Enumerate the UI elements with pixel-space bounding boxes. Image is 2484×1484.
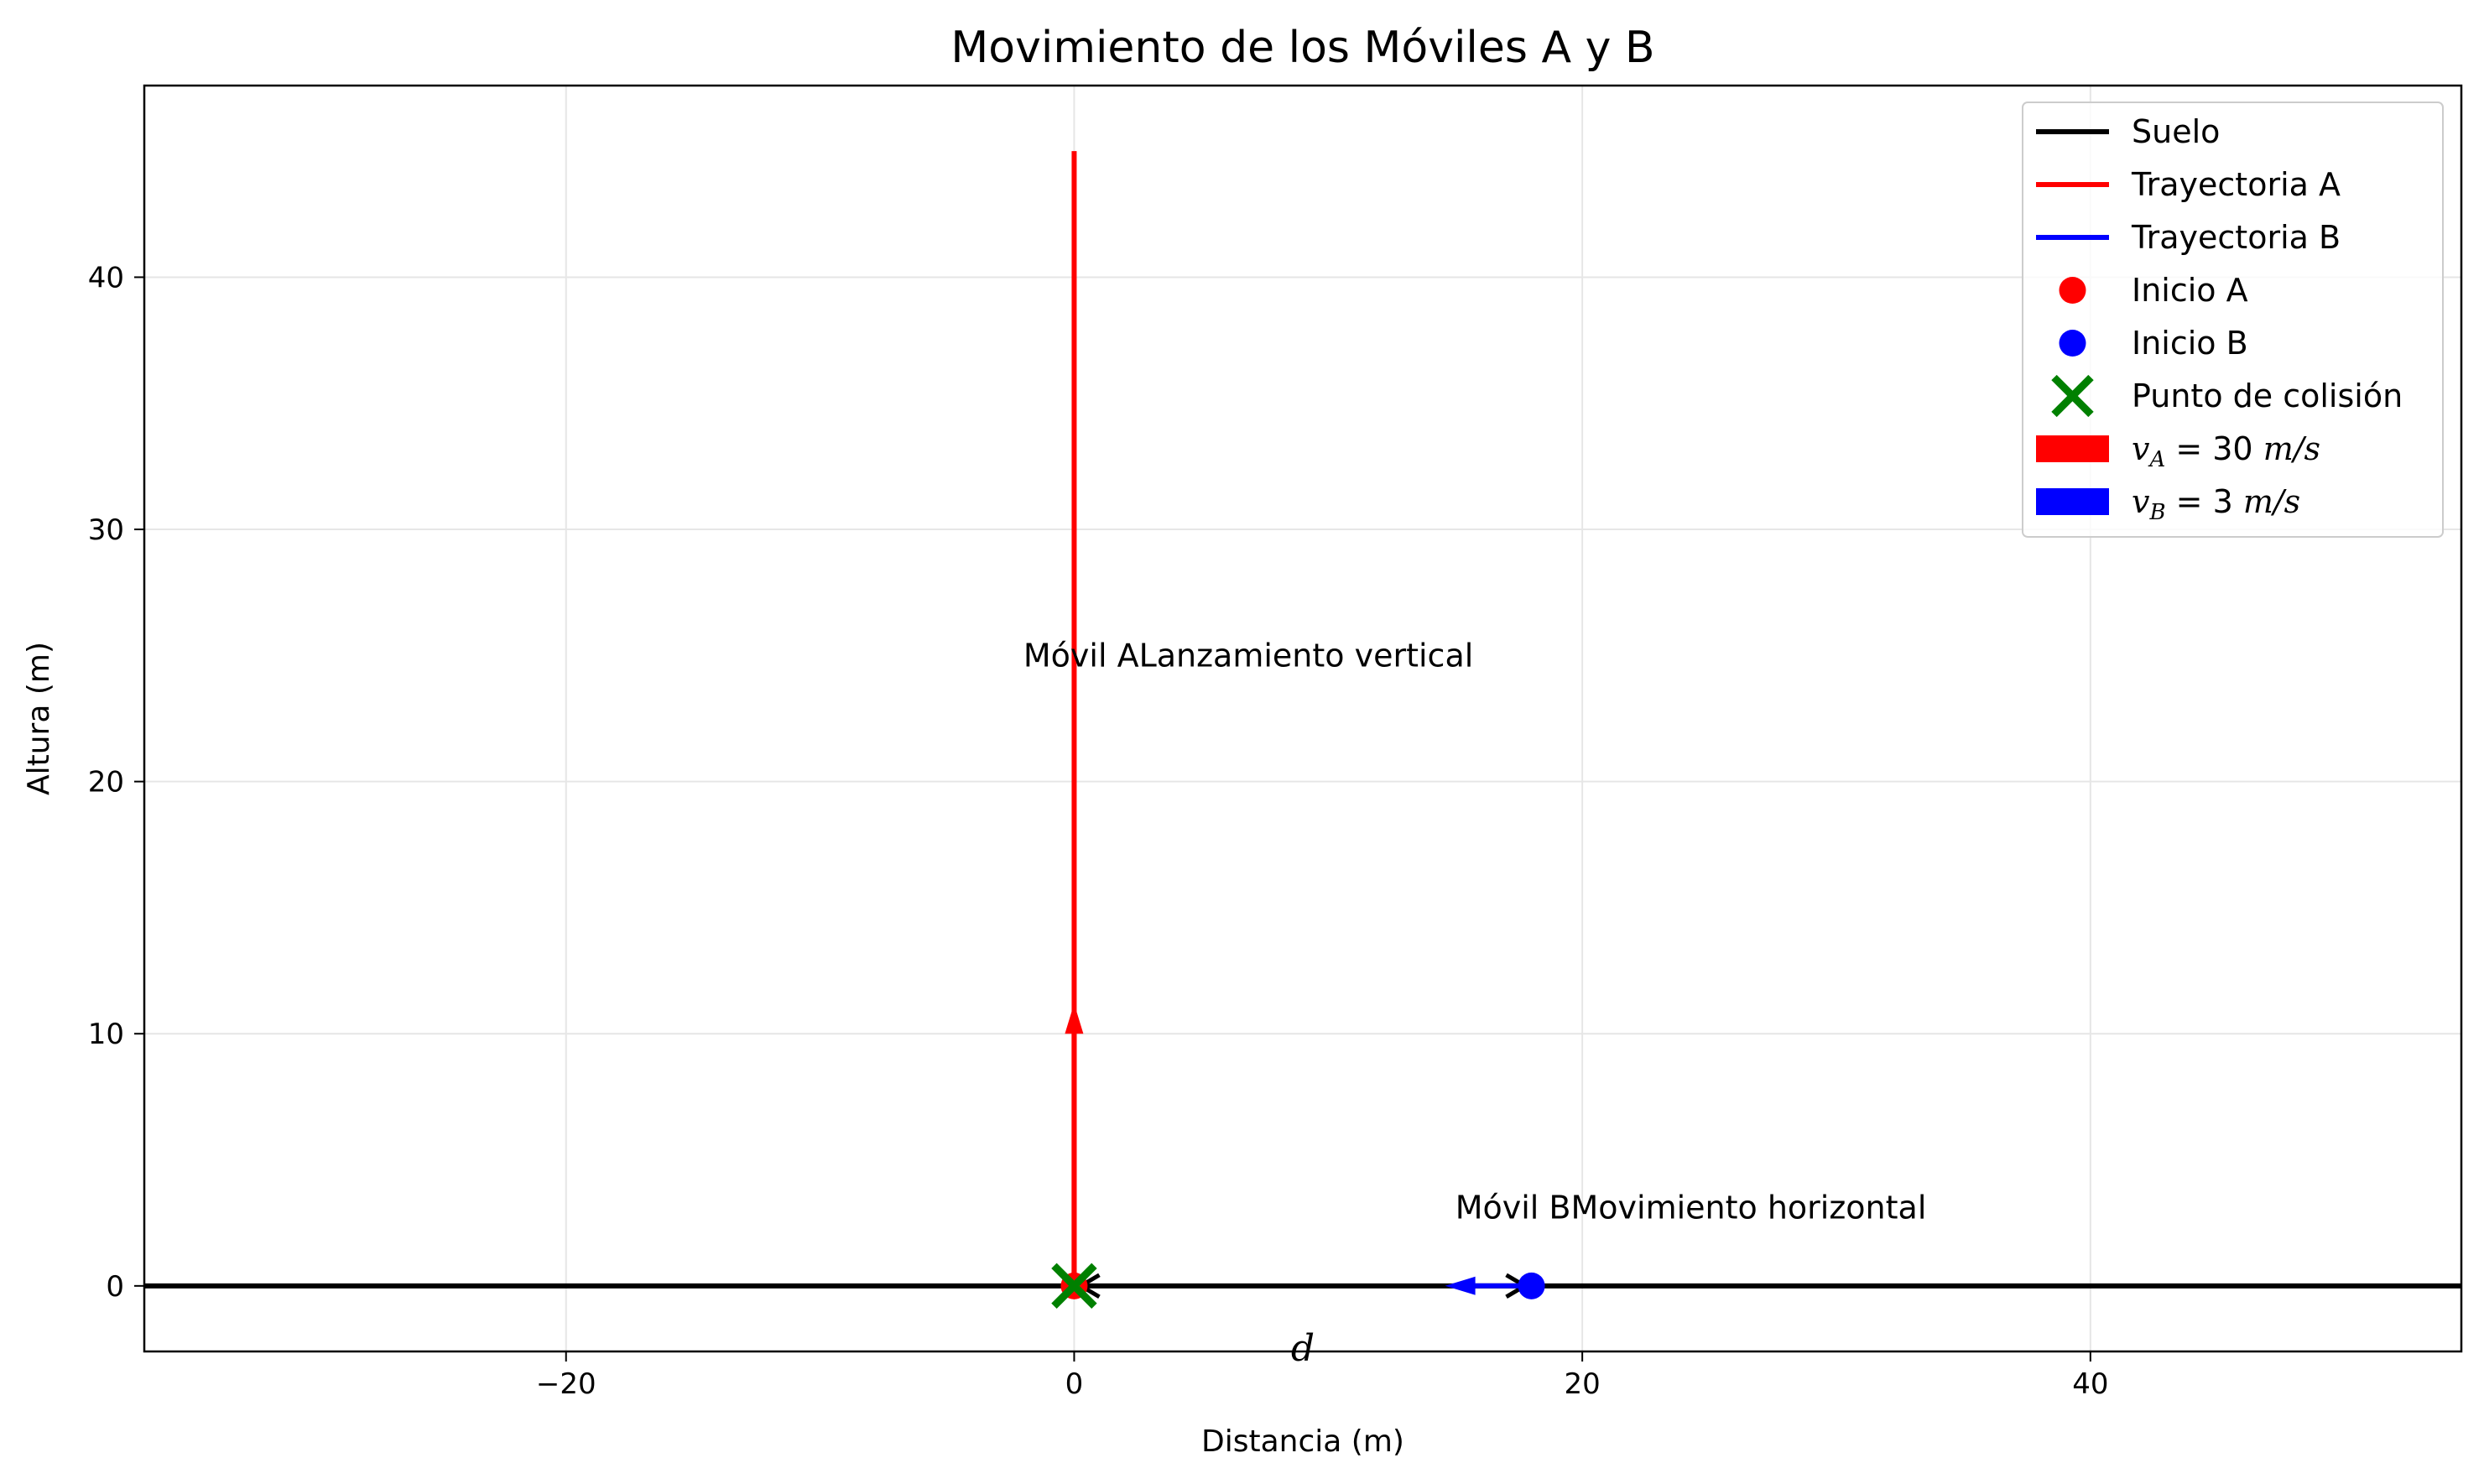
legend-entry-label: Trayectoria B <box>2131 219 2341 256</box>
x-tick-label: 40 <box>2072 1367 2108 1401</box>
legend-handle-patch <box>2036 435 2109 462</box>
legend-entry-label: Suelo <box>2132 113 2220 150</box>
legend-box <box>2022 102 2444 538</box>
axes-ticks: −20 0 20 40 0 10 20 30 40 <box>88 261 2109 1401</box>
plot-frame <box>143 84 2463 1353</box>
legend-handle-cross <box>2051 374 2094 418</box>
marker-collision <box>1051 1263 1097 1310</box>
legend-handle-patch <box>2036 488 2109 515</box>
x-axis-label: Distancia (m) <box>1201 1424 1404 1459</box>
y-tick-label: 20 <box>88 766 124 799</box>
y-axis-label: Altura (m) <box>22 642 56 795</box>
annotation-text: Móvil ALanzamiento vertical <box>1023 637 1473 674</box>
annotation-text: Móvil BMovimiento horizontal <box>1456 1190 1927 1226</box>
marker-start-b <box>1518 1272 1545 1299</box>
legend-entry-label: vB = 3 m/s <box>2132 483 2300 525</box>
distance-label: d <box>1291 1327 1315 1370</box>
legend-entry-label: Inicio B <box>2132 325 2248 362</box>
x-tick-label: 0 <box>1065 1367 1084 1401</box>
y-tick-label: 40 <box>88 261 124 294</box>
legend-entry-label: Trayectoria A <box>2131 166 2341 203</box>
plot-area: d Móvil ALanzamiento vertical Móvil BMovim… <box>144 151 2461 1370</box>
velocity-arrow-b <box>1445 1276 1532 1295</box>
y-tick-label: 10 <box>88 1018 124 1051</box>
collision-cross-stroke <box>1051 1263 1097 1310</box>
legend-handle-dot <box>2059 277 2086 304</box>
x-tick-label: −20 <box>536 1367 596 1401</box>
legend-entry-label: Inicio A <box>2132 272 2248 309</box>
legend: Suelo Trayectoria A Trayectoria B Inicio A I… <box>2022 102 2444 538</box>
legend-handle-dot <box>2059 330 2086 357</box>
chart-title: Movimiento de los Móviles A y B <box>950 23 1654 73</box>
velocity-arrow-a <box>1065 1003 1084 1286</box>
legend-entry-label: vA = 30 m/s <box>2132 430 2320 472</box>
y-tick-label: 0 <box>106 1270 124 1304</box>
x-tick-label: 20 <box>1565 1367 1601 1401</box>
y-tick-label: 30 <box>88 513 124 547</box>
legend-entry-label: Punto de colisión <box>2132 378 2403 414</box>
